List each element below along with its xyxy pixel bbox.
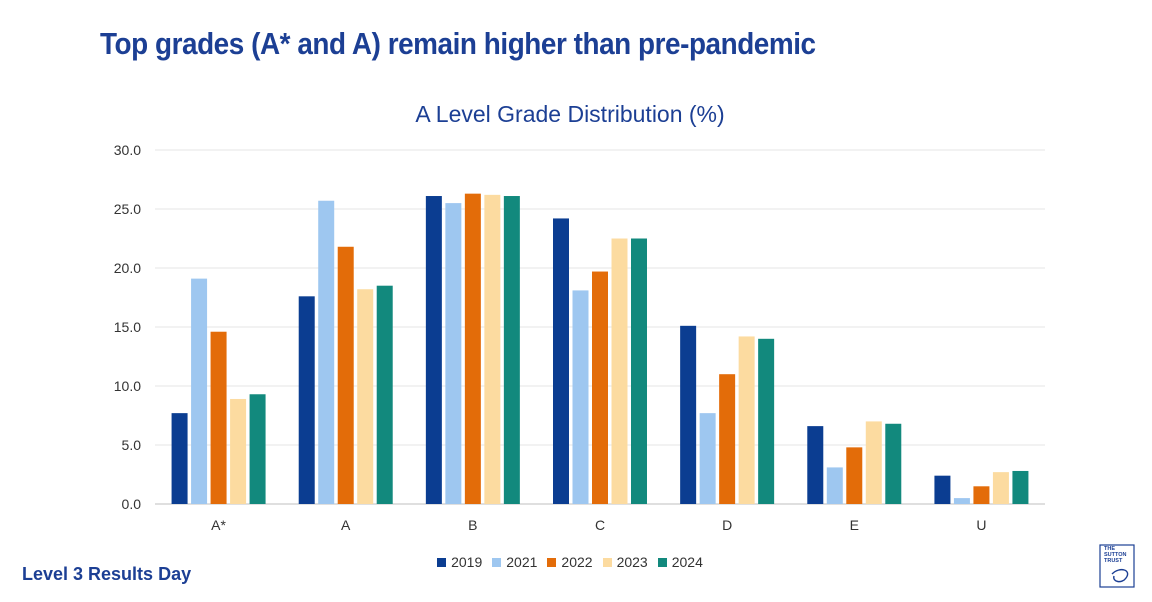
- legend-label: 2024: [671, 554, 703, 570]
- x-tick-label: U: [976, 517, 986, 533]
- x-tick-label: A*: [211, 517, 226, 533]
- bar-U-2019: [934, 475, 951, 504]
- legend-item: 2019: [437, 554, 482, 570]
- bar-C-2019: [553, 218, 569, 504]
- bar-C-2022: [592, 271, 608, 504]
- bar-Astar-2021: [191, 278, 208, 504]
- bar-B-2024: [503, 196, 520, 504]
- legend-swatch: [492, 557, 502, 567]
- y-tick-label: 25.0: [114, 201, 141, 217]
- bar-A-2024: [376, 285, 393, 504]
- bar-D-2022: [719, 374, 736, 504]
- bar-C-2024: [631, 238, 647, 504]
- bar-E-2024: [885, 423, 902, 504]
- bar-B-2021: [445, 203, 462, 504]
- legend-item: 2021: [492, 554, 537, 570]
- legend-item: 2022: [547, 554, 593, 570]
- y-tick-label: 10.0: [114, 378, 141, 394]
- bar-Astar-2022: [210, 331, 227, 504]
- bar-D-2023: [738, 336, 755, 504]
- bar-Astar-2023: [230, 398, 247, 504]
- bar-A-2019: [298, 296, 315, 504]
- bar-D-2019: [680, 325, 697, 504]
- y-tick-label: 0.0: [122, 496, 142, 512]
- bar-E-2022: [846, 447, 863, 504]
- bar-C-2021: [572, 290, 589, 504]
- bar-D-2024: [758, 338, 775, 504]
- y-tick-label: 15.0: [114, 319, 141, 335]
- bar-E-2019: [807, 426, 824, 504]
- bar-U-2022: [973, 486, 990, 504]
- y-tick-label: 20.0: [114, 260, 141, 276]
- chart-title: A Level Grade Distribution (%): [415, 101, 725, 127]
- legend-swatch: [547, 557, 557, 567]
- legend-label: 2021: [506, 554, 538, 570]
- bar-A-2022: [337, 246, 354, 504]
- sutton-trust-logo: THE SUTTON TRUST: [1098, 544, 1138, 588]
- y-tick-label: 5.0: [122, 437, 142, 453]
- footer-label: Level 3 Results Day: [22, 564, 192, 584]
- x-tick-label: B: [468, 517, 477, 533]
- logo-line: SUTTON: [1104, 552, 1127, 558]
- x-tick-label: C: [595, 517, 605, 533]
- y-tick-label: 30.0: [114, 142, 141, 158]
- legend-swatch: [657, 557, 667, 567]
- chart-legend: 2019 2021 2022 2023 2024: [0, 554, 1140, 570]
- bar-A-2021: [318, 200, 335, 505]
- bar-A-2023: [357, 289, 374, 504]
- legend-swatch: [437, 557, 447, 567]
- legend-label: 2023: [616, 554, 648, 570]
- bar-U-2021: [953, 498, 970, 504]
- headline: Top grades (A* and A) remain higher than…: [100, 26, 816, 61]
- legend-label: 2019: [451, 554, 483, 570]
- bar-C-2023: [611, 238, 628, 504]
- legend-item: 2024: [657, 554, 703, 570]
- logo-line: THE: [1104, 546, 1115, 552]
- bar-B-2019: [425, 196, 442, 504]
- bar-D-2021: [699, 413, 716, 504]
- bar-E-2023: [865, 421, 882, 504]
- x-tick-label: D: [722, 517, 732, 533]
- x-tick-label: E: [850, 517, 859, 533]
- legend-label: 2022: [561, 554, 593, 570]
- bar-U-2024: [1012, 470, 1029, 504]
- x-tick-label: A: [341, 517, 351, 533]
- legend-item: 2023: [602, 554, 648, 570]
- bar-B-2023: [484, 194, 501, 504]
- bar-B-2022: [464, 193, 481, 504]
- bar-Astar-2024: [249, 394, 266, 504]
- bar-U-2023: [992, 472, 1009, 504]
- legend-swatch: [602, 557, 612, 567]
- logo-line: TRUST: [1104, 558, 1123, 564]
- bar-E-2021: [826, 467, 843, 504]
- bar-Astar-2019: [171, 413, 188, 504]
